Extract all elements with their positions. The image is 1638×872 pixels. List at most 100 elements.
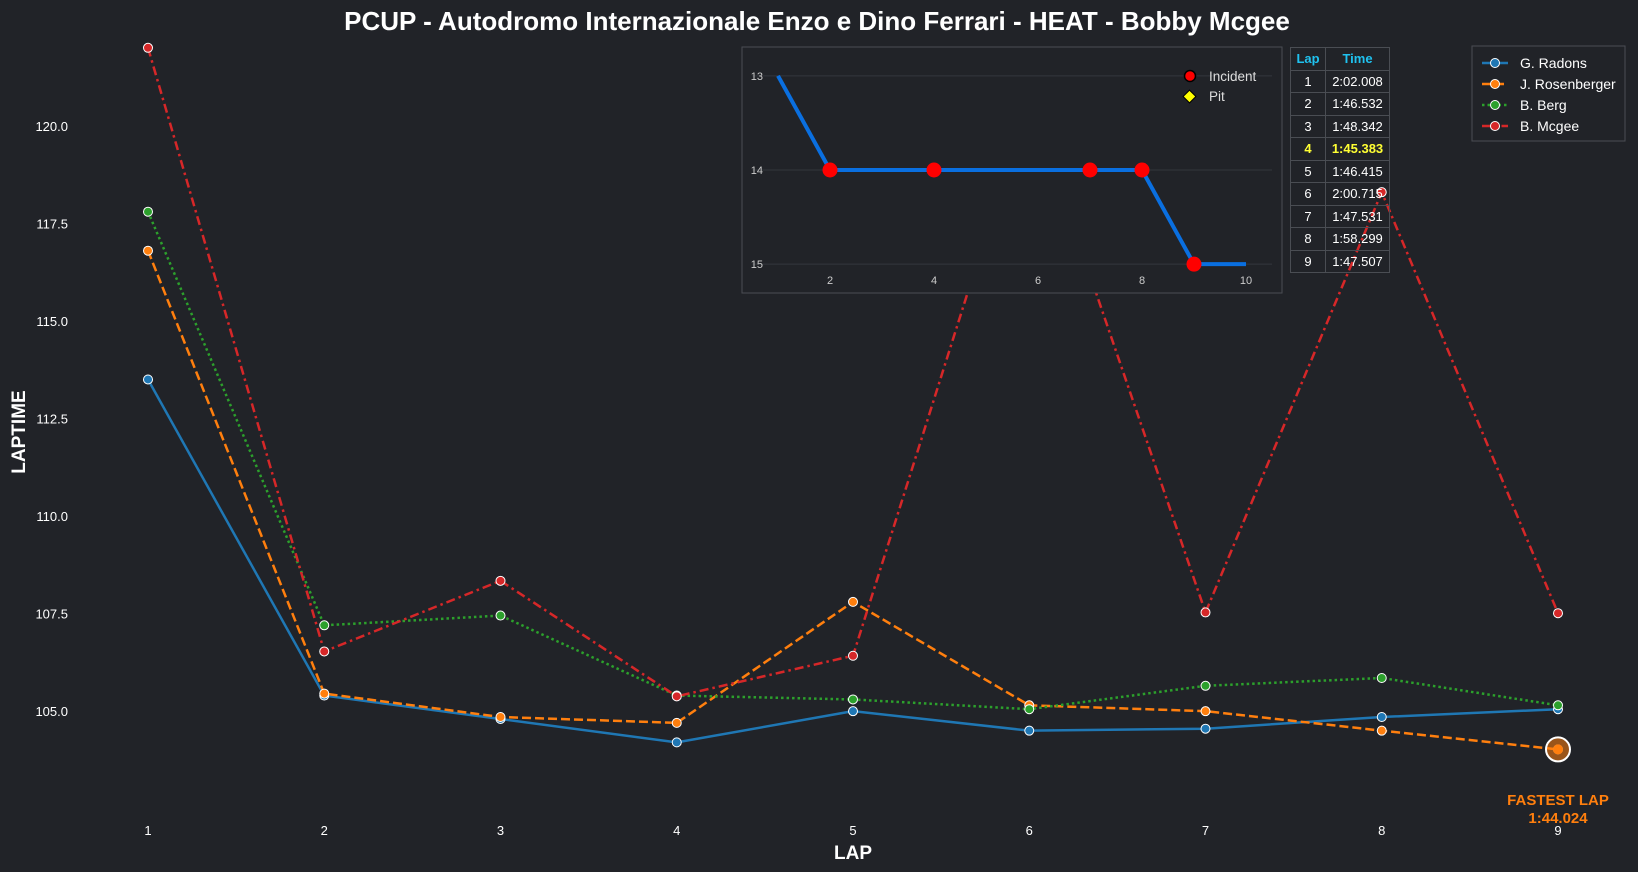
y-tick-label: 120.0: [35, 119, 68, 134]
data-point-b-mcgee: [1200, 607, 1211, 618]
data-point-b-mcgee: [1553, 608, 1563, 619]
inset-x-tick-label: 10: [1240, 275, 1252, 287]
fastest-lap-label: FASTEST LAP: [1507, 792, 1609, 809]
data-point-g-radons: [1376, 712, 1387, 723]
inset-y-tick-label: 13: [751, 71, 763, 83]
data-point-g-radons: [1200, 723, 1211, 734]
data-point-b-berg: [495, 610, 506, 621]
x-tick-label: 5: [849, 823, 856, 838]
chart-title: PCUP - Autodromo Internazionale Enzo e D…: [344, 6, 1290, 36]
lap-number-cell: 1: [1290, 69, 1326, 93]
data-point-g-radons: [143, 374, 153, 385]
position-inset-chart: 2 4 6 8 10 13 14 15 Incident Pit: [741, 46, 1283, 294]
table-row: 5 1:46.415: [1290, 159, 1390, 183]
inset-y-tick-label: 15: [751, 259, 763, 271]
data-point-j-rosenberger: [671, 717, 682, 728]
y-tick-label: 107.5: [35, 607, 68, 622]
data-point-b-berg: [1024, 704, 1035, 715]
x-tick-label: 1: [144, 823, 151, 838]
lap-time-cell: 1:46.532: [1325, 92, 1390, 116]
legend-marker: [1490, 121, 1500, 131]
x-tick-label: 8: [1378, 823, 1385, 838]
series-line-j-rosenberger: [146, 250, 1559, 751]
y-axis-ticks: 105.0 107.5 110.0 112.5 115.0 117.5 120.0: [35, 119, 68, 719]
inset-x-tick-label: 2: [827, 275, 833, 287]
inset-legend: Incident Pit: [1182, 69, 1257, 104]
table-row: 8 1:58.299: [1290, 227, 1390, 251]
data-point-b-berg: [143, 206, 153, 217]
inset-position-line: [776, 74, 1246, 267]
inset-position-polyline: [776, 74, 1246, 267]
y-tick-label: 115.0: [36, 314, 68, 329]
x-tick-label: 9: [1554, 823, 1561, 838]
data-point-b-mcgee: [495, 575, 506, 586]
inset-y-tick-label: 14: [751, 165, 763, 177]
lap-number-cell: 7: [1290, 204, 1326, 228]
lap-number-cell: 6: [1290, 182, 1326, 206]
data-point-b-mcgee: [671, 691, 682, 702]
lap-time-cell: 1:47.531: [1325, 204, 1390, 228]
lap-time-cell: 1:46.415: [1325, 159, 1390, 183]
table-row: 1 2:02.008: [1290, 69, 1390, 93]
data-point-b-berg: [1200, 680, 1211, 691]
data-point-j-rosenberger: [495, 712, 506, 723]
y-tick-label: 110.0: [36, 509, 68, 524]
inset-x-tick-label: 6: [1035, 275, 1041, 287]
series-layer: [143, 42, 1563, 755]
fastest-lap-value: 1:44.024: [1528, 810, 1588, 827]
x-tick-label: 2: [321, 823, 328, 838]
data-point-b-berg: [1553, 700, 1563, 711]
inset-x-tick-label: 4: [931, 275, 937, 287]
legend-marker: [1490, 100, 1500, 110]
legend-label: J. Rosenberger: [1520, 76, 1616, 92]
data-point-b-mcgee: [319, 646, 330, 657]
y-axis-label: LAPTIME: [9, 390, 30, 473]
data-point-b-berg: [1376, 672, 1387, 683]
lap-time-cell: 1:45.383: [1325, 137, 1390, 161]
lap-time-table: Lap Time 1 2:02.008 2 1:46.532 3 1:48.342 4 1:4…: [1290, 47, 1390, 273]
pit-legend-label: Pit: [1209, 89, 1225, 104]
inset-y-ticks: 13 14 15: [751, 71, 763, 271]
data-point-j-rosenberger: [848, 596, 858, 607]
table-row: 7 1:47.531: [1290, 204, 1390, 228]
incident-legend-icon: [1183, 69, 1197, 83]
series-line-g-radons: [146, 378, 1559, 744]
lap-number-cell: 4: [1290, 137, 1326, 161]
y-tick-label: 117.5: [36, 216, 68, 231]
lap-number-cell: 8: [1290, 227, 1326, 251]
lap-column-header: Lap: [1290, 47, 1326, 71]
x-axis-label: LAP: [834, 843, 872, 864]
incident-marker: [1186, 256, 1202, 272]
data-point-b-berg: [848, 694, 858, 705]
legend-marker: [1490, 58, 1500, 68]
lap-number-cell: 9: [1290, 249, 1326, 273]
data-point-j-rosenberger: [319, 688, 330, 699]
data-point-b-berg: [319, 620, 330, 631]
inset-x-ticks: 2 4 6 8 10: [827, 275, 1252, 287]
x-tick-label: 3: [497, 823, 504, 838]
incident-marker: [1134, 162, 1150, 178]
lap-time-cell: 1:48.342: [1325, 114, 1390, 138]
y-tick-label: 105.0: [35, 704, 68, 719]
data-point-g-radons: [848, 706, 858, 717]
lap-time-cell: 1:47.507: [1325, 249, 1390, 273]
incident-marker: [926, 162, 942, 178]
incident-marker: [1082, 162, 1098, 178]
time-column-header: Time: [1325, 47, 1390, 71]
data-point-g-radons: [1024, 725, 1035, 736]
lap-time-cell: 2:00.715: [1325, 182, 1390, 206]
legend-label: B. Berg: [1520, 97, 1567, 113]
table-row: 6 2:00.715: [1290, 182, 1390, 206]
legend-label: G. Radons: [1520, 55, 1587, 71]
pit-legend-icon: [1182, 89, 1197, 104]
data-point-j-rosenberger: [1200, 706, 1211, 717]
incident-legend-label: Incident: [1209, 69, 1257, 84]
fastest-lap-annotation: FASTEST LAP 1:44.024: [1507, 736, 1609, 827]
data-point-j-rosenberger: [143, 245, 153, 256]
data-point-b-mcgee: [848, 650, 858, 661]
x-tick-label: 6: [1026, 823, 1033, 838]
lap-number-cell: 2: [1290, 92, 1326, 116]
main-legend: G. Radons J. Rosenberger B. Berg B. Mcgee: [1471, 45, 1626, 142]
incident-marker: [822, 162, 838, 178]
